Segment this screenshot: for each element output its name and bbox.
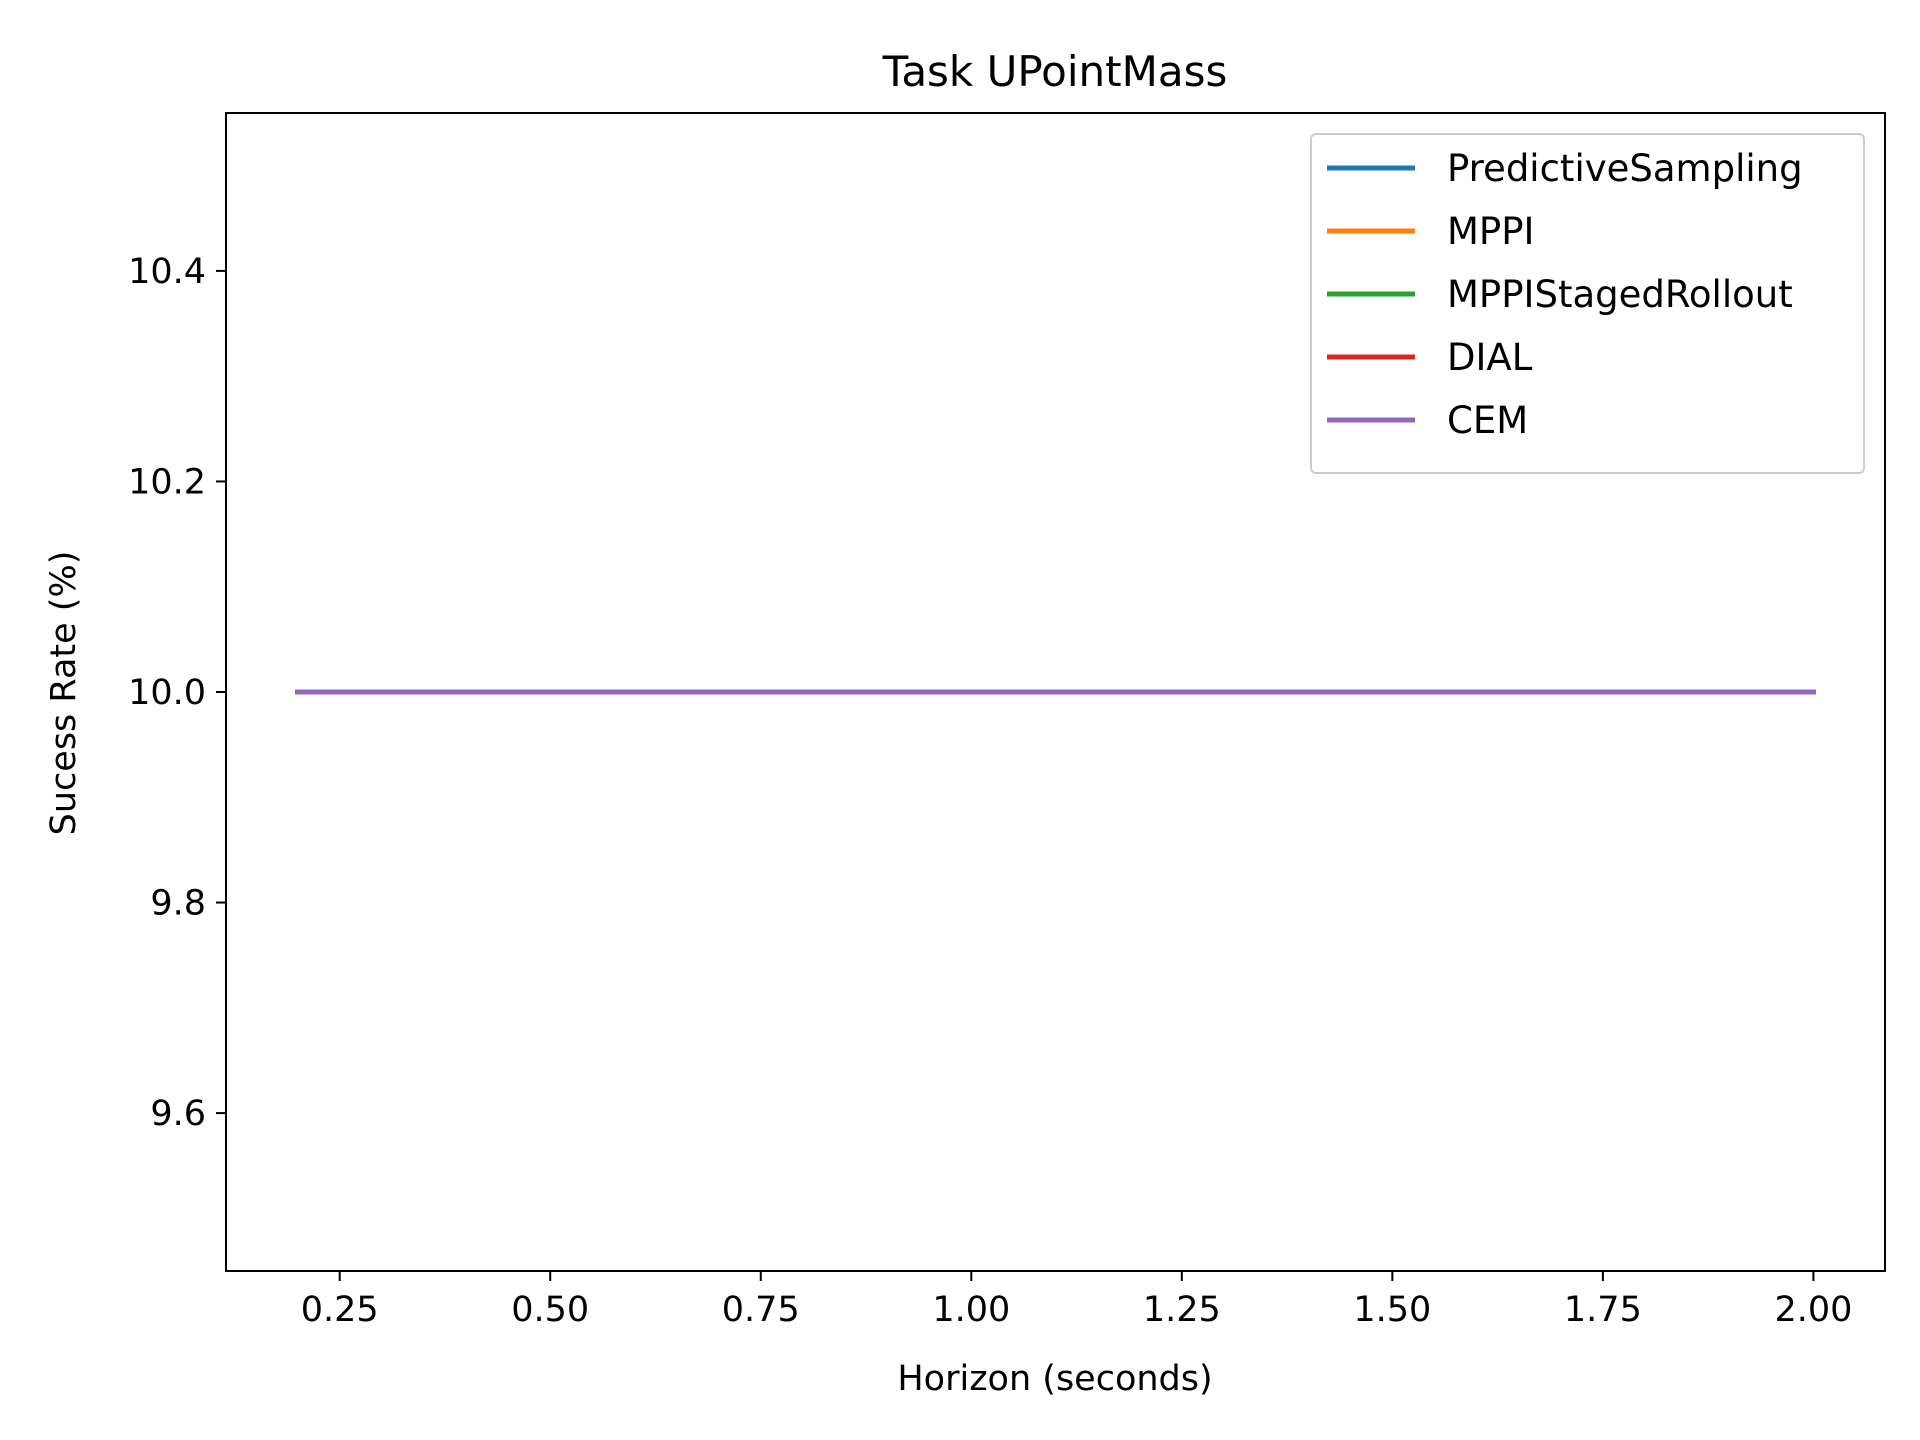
y-axis-label: Sucess Rate (%) [44, 551, 84, 836]
y-tick-label: 9.8 [150, 884, 206, 924]
legend-label-cem: CEM [1447, 399, 1528, 442]
legend-label-predictivesampling: PredictiveSampling [1447, 147, 1803, 190]
x-tick-label: 0.25 [301, 1290, 379, 1330]
x-tick-label: 0.75 [722, 1290, 800, 1330]
y-tick-label: 10.4 [128, 252, 206, 292]
y-axis: 9.6 9.8 10.0 10.2 10.4 [128, 252, 226, 1134]
chart-title: Task UPointMass [882, 47, 1228, 96]
legend-box [1310, 133, 1865, 474]
x-axis: 0.25 0.50 0.75 1.00 1.25 1.50 1.75 2.00 [301, 1271, 1852, 1330]
legend-label-mppi: MPPI [1447, 210, 1534, 253]
x-tick-label: 0.50 [511, 1290, 589, 1330]
x-tick-label: 1.75 [1564, 1290, 1642, 1330]
y-tick-label: 10.0 [128, 673, 206, 713]
x-tick-label: 1.50 [1353, 1290, 1431, 1330]
x-axis-label: Horizon (seconds) [897, 1359, 1212, 1399]
y-tick-label: 9.6 [150, 1094, 206, 1134]
legend-label-mppistagedrollout: MPPIStagedRollout [1447, 273, 1793, 316]
x-tick-label: 2.00 [1774, 1290, 1852, 1330]
legend-label-dial: DIAL [1447, 336, 1533, 379]
legend: PredictiveSampling MPPI MPPIStagedRollout D… [1310, 133, 1865, 474]
y-tick-label: 10.2 [128, 462, 206, 502]
x-tick-label: 1.00 [932, 1290, 1010, 1330]
x-tick-label: 1.25 [1143, 1290, 1221, 1330]
